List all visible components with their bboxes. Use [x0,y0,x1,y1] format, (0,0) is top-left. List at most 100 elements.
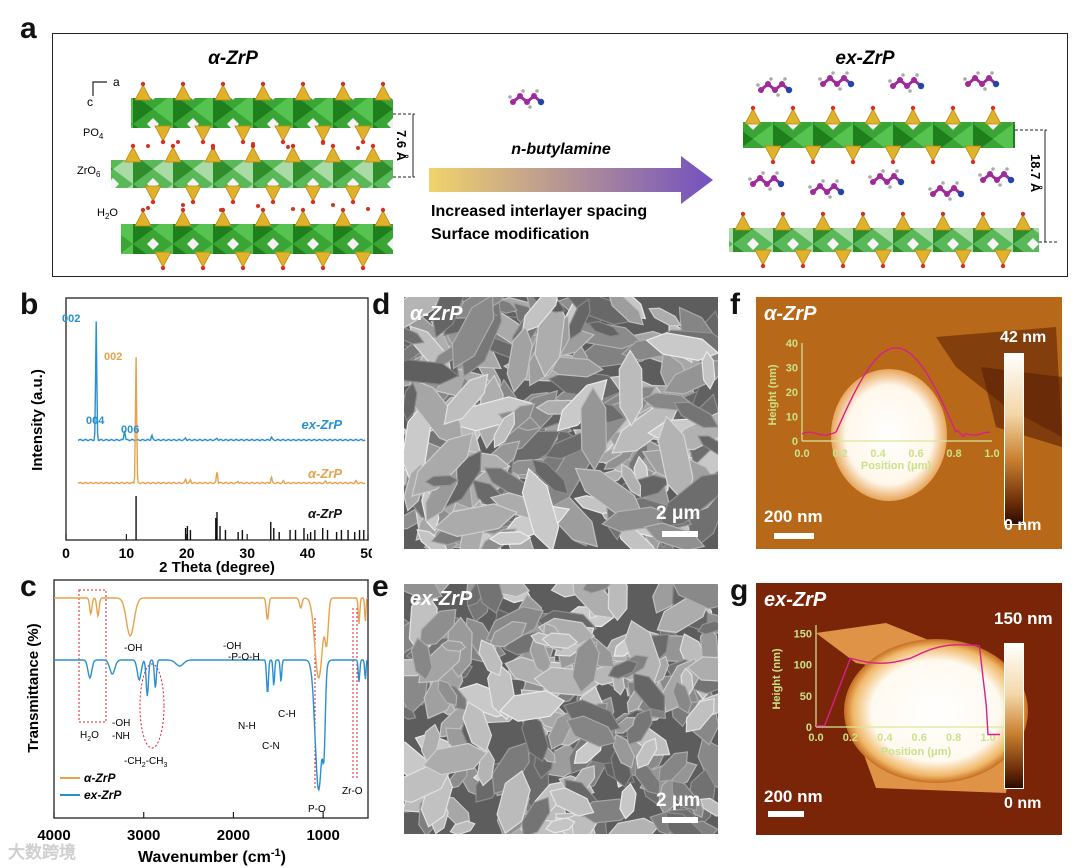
interlayer-spacing-left: 7.6 Å [394,130,409,162]
alpha-zrp-title: α-ZrP [208,48,258,69]
ftir-annot-oh-3: -OH [112,718,130,729]
afm-f-y-tick-label: 40 [786,338,798,350]
afm-g-y-tick-label: 0 [806,722,812,734]
xrd-ex-zrp-trace [77,321,366,442]
panel-a-structure-scheme: α-ZrP c a PO4 ZrO6 H2O [52,33,1068,277]
ftir-y-axis-label: Transmittance (%) [25,623,42,752]
ftir-annot-c-n: C-N [262,741,280,752]
ftir-legend-alpha: α-ZrP [84,771,116,785]
xrd-reference-sticks [135,496,365,540]
afm-f-scalebar-label: 200 nm [764,507,823,526]
panel-label-b: b [20,288,39,321]
ftir-annot-c-h: C-H [278,709,296,720]
reaction-arrow [429,156,713,204]
butylamine-label: n-butylamine [511,141,611,158]
afm-f-x-tick-label: 0.0 [794,448,809,460]
xrd-peak-label-002-ex: 002 [62,313,80,325]
xrd-peak-label-002-alpha: 002 [104,351,122,363]
xrd-x-axis-label: 2 Theta (degree) [159,559,275,576]
afm-g-x-tick-label: 0.8 [946,732,961,744]
ftir-chart: 4000 3000 2000 1000 Wavenumber (cm-1) Trans… [25,579,369,866]
afm-g-x-tick-label: 0.0 [808,732,823,744]
afm-g-y-tick-label: 50 [800,691,812,703]
axis-a-label: a [113,75,120,89]
ex-zrp-title: ex-ZrP [835,48,894,69]
panel-label-f: f [730,288,740,321]
sem-e-title: ex-ZrP [410,588,473,610]
alpha-zrp-layers [111,81,393,271]
xrd-legend-reference: α-ZrP [308,506,342,521]
ftir-annot-p-o: P-O [308,804,326,815]
afm-f-bar-min: 0 nm [1004,517,1042,534]
sem-texture-alpha [404,297,718,549]
ftir-x-tick-label: 4000 [37,827,70,844]
sem-d-scalebar [662,531,698,537]
ftir-annot-p-o-h: -P-O-H [228,652,260,663]
ftir-annot-n-h: N-H [238,721,256,732]
afm-g-scalebar-label: 200 nm [764,787,823,806]
panel-label-a: a [20,12,37,45]
afm-f-y-label: Height (nm) [767,364,779,425]
ftir-x-tick-label: 1000 [306,827,339,844]
intercalation-scheme: α-ZrP c a PO4 ZrO6 H2O [77,48,1057,271]
afm-f-color-bar [1004,353,1024,525]
ftir-legend-ex: ex-ZrP [84,788,122,802]
xrd-alpha-zrp-trace [77,357,366,485]
afm-f-x-tick-label: 1.0 [984,448,999,460]
xrd-peak-label-004: 004 [86,415,105,427]
xrd-legend-alpha-zrp: α-ZrP [308,466,342,481]
afm-g-scalebar [768,811,804,817]
afm-g-map [816,623,1028,793]
xrd-x-tick-label: 10 [119,545,135,561]
afm-f-profile-line [801,347,991,438]
zro6-label: ZrO6 [77,165,101,179]
sem-d-scalebar-label: 2 μm [656,503,701,524]
ex-zrp-layers [729,69,1039,269]
xrd-x-tick-label: 20 [179,545,195,561]
afm-g-x-tick-label: 0.2 [843,732,858,744]
ftir-annot-oh-2: -OH [223,641,241,652]
afm-g-y-tick-label: 150 [794,628,812,640]
afm-f-x-tick-label: 0.2 [832,448,847,460]
afm-f-x-tick-label: 0.8 [946,448,961,460]
afm-image-ex-zrp: ex-ZrP 0 50 100 150 0.0 0.2 0.4 0.6 0.8 1.0 Heigh… [756,583,1062,835]
ftir-ch-region-ellipse [139,663,165,749]
axis-c-label: c [87,95,93,109]
xrd-x-tick-label: 40 [300,545,316,561]
sem-image-ex-zrp: ex-ZrP 2 μm [404,584,718,834]
sem-texture-ex [404,584,718,834]
interlayer-spacing-right: 18.7 Å [1028,154,1043,193]
ftir-annot-ch2-ch3: -CH2-CH3 [124,756,167,769]
ftir-annot-nh: -NH [112,731,130,742]
watermark: 大数跨境 [8,843,76,862]
ftir-alpha-zrp-trace [54,597,369,680]
sem-d-title: α-ZrP [410,303,463,325]
ftir-plot-frame [53,579,369,819]
sem-e-scalebar [662,817,698,823]
panel-label-g: g [730,574,749,607]
afm-f-y-tick-label: 20 [786,387,798,399]
ftir-annot-h2o: H2O [80,730,99,743]
caption-line-1: Increased interlayer spacing [431,203,647,220]
afm-g-x-tick-label: 0.4 [877,732,893,744]
afm-f-title: α-ZrP [764,303,817,325]
xrd-x-tick-label: 0 [62,545,70,561]
axes-indicator [92,81,107,96]
afm-f-x-tick-label: 0.4 [870,448,886,460]
afm-f-scalebar [774,533,814,539]
ftir-annot-zr-o: Zr-O [342,786,363,797]
afm-g-y-label: Height (nm) [771,648,783,709]
ftir-x-ticks: 4000 3000 2000 1000 [37,812,340,844]
afm-f-x-label: Position (μm) [861,460,932,472]
sem-image-alpha-zrp: α-ZrP 2 μm [404,297,718,549]
afm-g-title: ex-ZrP [764,589,827,611]
afm-f-y-tick-label: 30 [786,363,798,375]
afm-f-y-tick-label: 10 [786,412,798,424]
ftir-x-axis-label: Wavenumber (cm-1) [138,847,286,866]
afm-g-x-tick-label: 0.6 [912,732,927,744]
h2o-label: H2O [97,207,118,221]
po4-label: PO4 [83,127,104,141]
sem-e-scalebar-label: 2 μm [656,790,701,811]
